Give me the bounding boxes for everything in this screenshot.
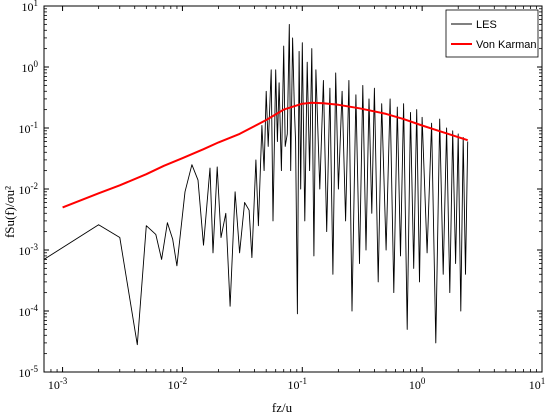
- x-tick-label: 10-2: [168, 376, 188, 392]
- y-tick-label: 10-2: [19, 181, 39, 197]
- legend-label-les: LES: [476, 19, 497, 31]
- x-tick-label: 10-3: [48, 376, 68, 392]
- y-axis-label: fSu(f)/σu²: [2, 186, 17, 238]
- y-tick-label: 100: [22, 59, 39, 75]
- x-tick-label: 101: [529, 376, 546, 392]
- x-tick-label: 10-1: [288, 376, 308, 392]
- y-tick-label: 10-5: [19, 364, 39, 380]
- series-line-von-karman: [62, 101, 469, 209]
- series-layer: [43, 23, 469, 346]
- x-tick-label: 100: [409, 376, 426, 392]
- series-line-les: [43, 23, 469, 346]
- ticks-layer: 10-3 10-2 10-1 100 101 10-5 10-4 10-3 10-2 10-1 10…: [19, 0, 546, 392]
- legend: LES Von Karman: [445, 9, 539, 58]
- legend-label-von-karman: Von Karman: [476, 39, 537, 51]
- y-tick-label: 10-4: [19, 303, 39, 319]
- y-tick-label: 101: [22, 0, 39, 14]
- x-axis-label: fz/u: [272, 400, 293, 415]
- y-tick-label: 10-3: [19, 242, 39, 258]
- legend-box: [445, 9, 539, 58]
- y-tick-label: 10-1: [19, 120, 39, 136]
